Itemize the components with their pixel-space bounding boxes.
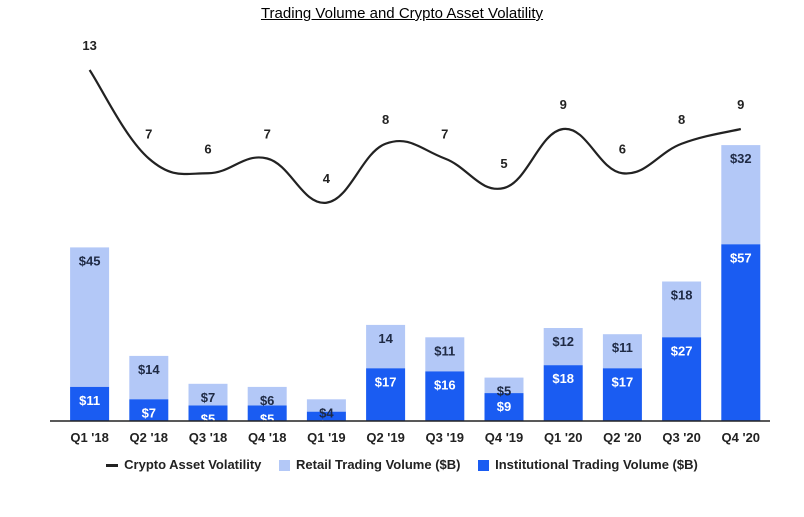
institutional-bar — [721, 244, 761, 421]
retail-data-label: $12 — [552, 334, 574, 349]
retail-data-label: $4 — [319, 405, 334, 420]
volatility-data-label: 9 — [560, 97, 567, 112]
retail-bar — [602, 334, 642, 369]
x-tick-label: Q1 '18 — [70, 430, 109, 445]
retail-bar — [70, 247, 110, 387]
retail-bar — [366, 324, 406, 369]
institutional-data-label: $5 — [260, 412, 274, 427]
retail-data-label: $18 — [671, 288, 693, 303]
retail-data-label: $11 — [612, 340, 633, 355]
volatility-data-label: 5 — [500, 156, 507, 171]
retail-bar — [662, 281, 702, 338]
x-tick-label: Q2 '19 — [366, 430, 405, 445]
institutional-bar — [543, 365, 583, 421]
legend-swatch-line — [106, 464, 119, 468]
legend-swatch-box — [478, 460, 490, 472]
line-layer: 13 7 6 7 4 8 7 5 9 6 8 9 — [82, 38, 744, 204]
institutional-data-label: $7 — [142, 405, 156, 420]
retail-bar — [484, 377, 524, 394]
chart-title: Trading Volume and Crypto Asset Volatili… — [260, 5, 544, 22]
retail-bar — [543, 328, 583, 366]
institutional-data-label: $11 — [79, 393, 100, 408]
volatility-data-label: 13 — [82, 38, 96, 53]
retail-bar — [425, 337, 465, 372]
legend-label: Retail Trading Volume ($B) — [296, 457, 461, 473]
retail-data-label: $14 — [138, 362, 160, 377]
volatility-data-label: 7 — [264, 127, 271, 142]
retail-bar — [721, 145, 761, 245]
x-tick-label: Q2 '20 — [603, 430, 642, 445]
institutional-bar — [425, 371, 465, 421]
retail-data-label: $5 — [497, 384, 511, 399]
x-tick-label: Q3 '20 — [662, 430, 701, 445]
volatility-data-label: 7 — [145, 127, 152, 142]
institutional-data-label: $57 — [730, 250, 752, 265]
legend-item-volatility: Crypto Asset Volatility — [106, 457, 261, 472]
volatility-data-label: 6 — [619, 141, 626, 156]
volatility-data-label: 8 — [678, 112, 685, 127]
x-tick-label: Q4 '19 — [485, 430, 524, 445]
retail-bar — [188, 383, 228, 406]
x-tick-label: Q2 '18 — [130, 430, 169, 445]
institutional-data-label: $5 — [201, 412, 215, 427]
retail-data-label: $11 — [434, 343, 455, 358]
volatility-data-label: 7 — [441, 127, 448, 142]
volatility-data-label: 8 — [382, 112, 389, 127]
volatility-data-label: 4 — [323, 171, 331, 186]
institutional-bar — [306, 411, 346, 421]
volatility-line — [88, 69, 742, 204]
volatility-data-label: 9 — [737, 97, 744, 112]
legend-item-institutional: Institutional Trading Volume ($B) — [478, 457, 698, 472]
institutional-data-label: $16 — [434, 377, 456, 392]
x-tick-label: Q3 '19 — [426, 430, 465, 445]
institutional-bar — [247, 405, 287, 421]
x-tick-label: Q4 '18 — [248, 430, 287, 445]
legend: Crypto Asset Volatility Retail Trading V… — [0, 456, 804, 472]
x-tick-label: Q3 '18 — [189, 430, 228, 445]
retail-data-label: $32 — [730, 151, 752, 166]
institutional-bar — [602, 368, 642, 421]
legend-swatch-box — [279, 460, 291, 472]
institutional-bar — [484, 393, 524, 421]
institutional-bar — [129, 399, 169, 421]
legend-item-retail: Retail Trading Volume ($B) — [279, 457, 460, 472]
volatility-data-label: 6 — [204, 141, 211, 156]
institutional-data-label: $9 — [497, 399, 511, 414]
retail-bar — [247, 386, 287, 406]
institutional-bar — [188, 405, 228, 421]
legend-label: Crypto Asset Volatility — [124, 457, 262, 473]
institutional-data-label: $18 — [552, 371, 574, 386]
retail-bar — [129, 355, 169, 400]
x-tick-label: Q1 '19 — [307, 430, 346, 445]
institutional-data-label: $27 — [671, 343, 693, 358]
institutional-data-label: $17 — [612, 374, 634, 389]
retail-data-label: 14 — [378, 331, 393, 346]
x-tick-labels: Q1 '18 Q2 '18 Q3 '18 Q4 '18 Q1 '19 Q2 '19 Q3 '… — [70, 430, 760, 445]
institutional-bar — [70, 386, 110, 421]
institutional-bar — [366, 368, 406, 421]
legend-label: Institutional Trading Volume ($B) — [495, 457, 698, 473]
institutional-data-label: $17 — [375, 374, 397, 389]
retail-data-label: $6 — [260, 393, 274, 408]
retail-data-label: $7 — [201, 390, 215, 405]
institutional-bar — [662, 337, 702, 421]
retail-bar — [306, 399, 346, 412]
x-tick-label: Q1 '20 — [544, 430, 583, 445]
retail-data-label: $45 — [79, 253, 101, 268]
x-tick-label: Q4 '20 — [722, 430, 761, 445]
bars-layer: $45$11$14$7$7$5$6$5 $4$314$17$11$16 $5$9$1… — [70, 145, 761, 433]
